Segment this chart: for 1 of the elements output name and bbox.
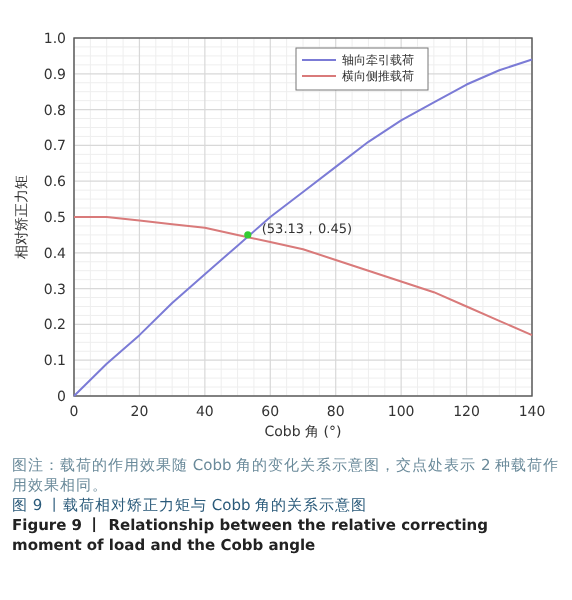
line-series	[73, 216, 533, 337]
